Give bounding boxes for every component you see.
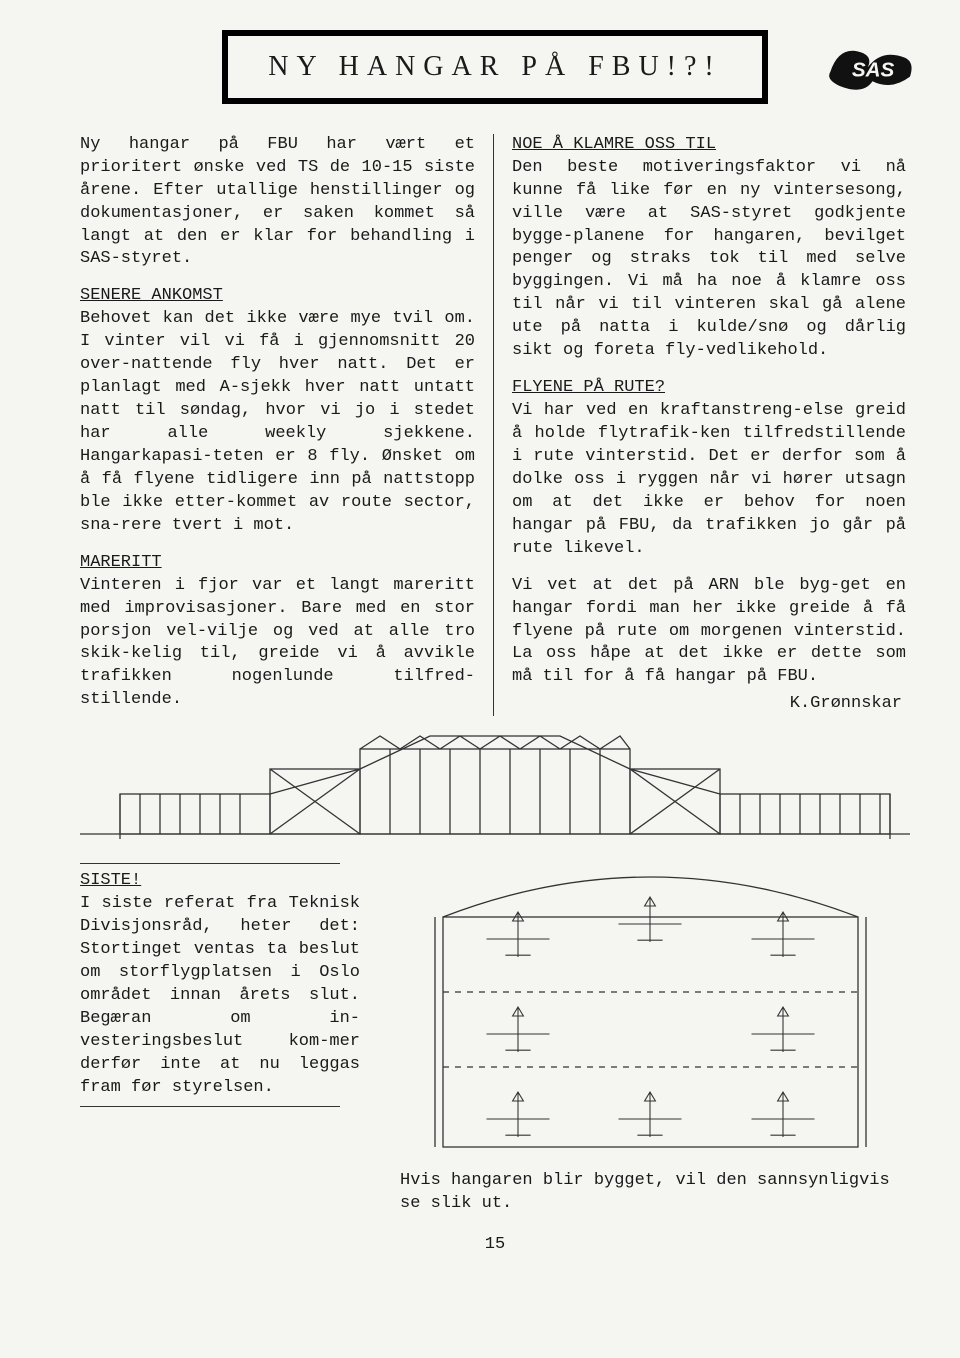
section-heading: NOE Å KLAMRE OSS TIL — [512, 134, 906, 157]
siste-heading: SISTE! — [80, 870, 360, 893]
svg-text:SAS: SAS — [852, 59, 895, 82]
paragraph: Den beste motiveringsfaktor vi nå kunne … — [512, 157, 906, 363]
siste-box: SISTE! I siste referat fra Teknisk Divis… — [80, 857, 360, 1112]
page-title-box: NY HANGAR PÅ FBU!?! — [222, 30, 768, 104]
sas-logo: SAS — [825, 25, 920, 100]
paragraph: Behovet kan det ikke være mye tvil om. I… — [80, 308, 475, 537]
siste-body: I siste referat fra Teknisk Divisjonsråd… — [80, 893, 360, 1099]
page-title: NY HANGAR PÅ FBU!?! — [268, 51, 722, 82]
bottom-row: SISTE! I siste referat fra Teknisk Divis… — [80, 857, 910, 1216]
section-heading: FLYENE PÅ RUTE? — [512, 377, 906, 400]
paragraph: Vinteren i fjor var et langt mareritt me… — [80, 575, 475, 713]
section-heading: MARERITT — [80, 552, 475, 575]
plan-block: Hvis hangaren blir bygget, vil den sanns… — [390, 857, 910, 1216]
figure-caption: Hvis hangaren blir bygget, vil den sanns… — [400, 1170, 910, 1216]
author-signature: K.Grønnskar — [512, 693, 902, 716]
paragraph: Vi har ved en kraftanstreng-else greid å… — [512, 400, 906, 561]
two-column-body: Ny hangar på FBU har vært et prioritert … — [80, 134, 910, 717]
section-heading: SENERE ANKOMST — [80, 285, 475, 308]
intro-paragraph: Ny hangar på FBU har vært et prioritert … — [80, 134, 475, 272]
page-number: 15 — [80, 1234, 910, 1257]
hangar-elevation-drawing — [80, 724, 910, 839]
header-row: NY HANGAR PÅ FBU!?! SAS — [80, 30, 910, 104]
paragraph: Vi vet at det på ARN ble byg-get en hang… — [512, 575, 906, 690]
divider — [80, 863, 340, 864]
hangar-plan-drawing — [423, 857, 878, 1162]
right-column: NOE Å KLAMRE OSS TIL Den beste motiverin… — [493, 134, 906, 717]
divider — [80, 1106, 340, 1107]
left-column: Ny hangar på FBU har vært et prioritert … — [80, 134, 475, 717]
